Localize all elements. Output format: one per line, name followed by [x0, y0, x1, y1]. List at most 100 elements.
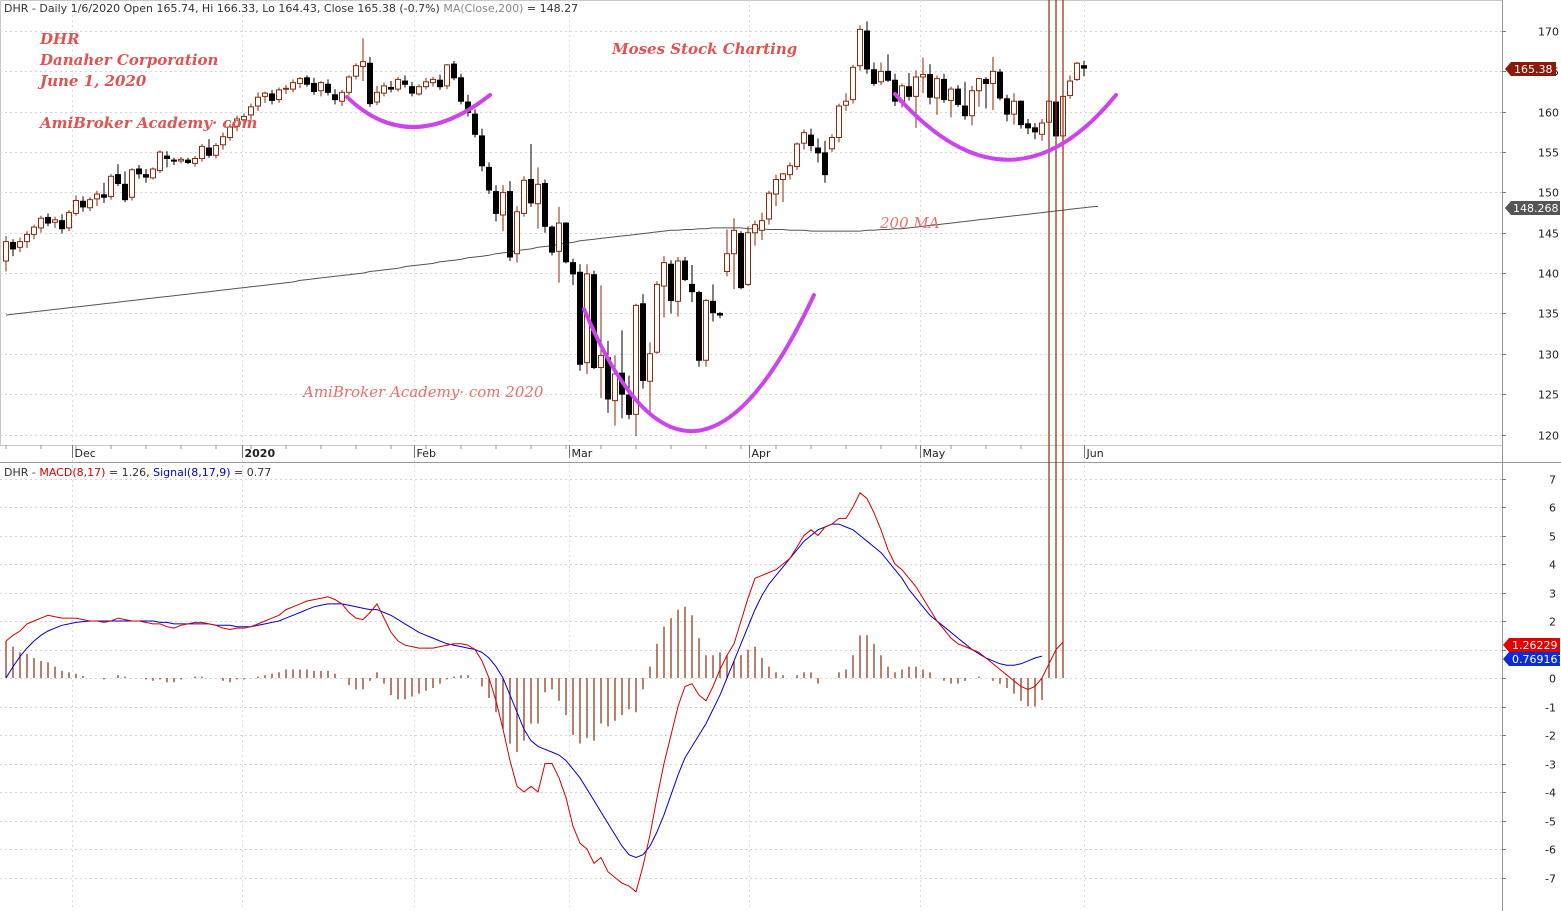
candle-body [451, 63, 457, 79]
candle-body [178, 158, 184, 162]
candle [276, 87, 282, 103]
candle-body [703, 300, 709, 361]
candle [500, 185, 506, 232]
candle-body [290, 82, 296, 90]
month-tick-label: Apr [752, 447, 772, 460]
candle [255, 92, 261, 111]
candle [388, 81, 394, 93]
candle-body [808, 134, 814, 147]
price-tick-label: 170 [1538, 26, 1559, 39]
candle-body [591, 274, 597, 369]
candle [262, 91, 268, 103]
candle-body [871, 69, 877, 84]
candle-body [598, 354, 604, 369]
candle-body [759, 220, 765, 231]
candle [864, 21, 870, 74]
candle-body [115, 174, 121, 185]
candle [59, 214, 65, 234]
candle [997, 68, 1003, 101]
candle-body [374, 91, 380, 103]
candle-body [661, 262, 667, 287]
candle-body [654, 283, 660, 353]
candle-body [304, 77, 310, 85]
candle-body [836, 105, 842, 139]
candle-body [423, 81, 429, 88]
candle-body [367, 62, 373, 105]
candle [836, 103, 842, 143]
candle [661, 256, 667, 318]
candle-body [948, 88, 954, 101]
candle [647, 342, 653, 414]
candle [514, 206, 520, 263]
svg-text:1.26229: 1.26229 [1512, 639, 1558, 652]
candle [199, 143, 205, 162]
macd-last-tag: 1.26229 [1503, 638, 1560, 652]
candle [626, 375, 632, 420]
candle [374, 85, 380, 106]
candle [528, 143, 534, 207]
candle [220, 132, 226, 150]
price-tick-label: 120 [1538, 430, 1559, 443]
svg-text:165.38: 165.38 [1514, 63, 1553, 76]
candle-body [206, 147, 212, 156]
candle-body [668, 263, 674, 302]
candle-body [815, 147, 821, 154]
candle-body [542, 183, 548, 227]
candle [724, 229, 730, 277]
candle-body [388, 86, 394, 90]
candle-body [1067, 80, 1073, 97]
last-price-tag: 165.38 [1505, 62, 1556, 76]
candle [304, 75, 310, 87]
candle [353, 63, 359, 80]
candle [535, 167, 541, 229]
candle [801, 129, 807, 150]
candle [332, 89, 338, 105]
candle-body [297, 78, 303, 84]
candle [759, 212, 765, 241]
candle [409, 81, 415, 97]
candle-body [927, 74, 933, 98]
candle-body [794, 143, 800, 168]
candle [710, 284, 716, 322]
candle [451, 60, 457, 81]
macd-header: DHR - MACD(8,17) = 1.26, Signal(8,17,9) … [4, 466, 271, 479]
candle-body [633, 304, 639, 415]
candle-body [199, 145, 205, 160]
month-tick-label: May [923, 447, 946, 460]
candle [3, 235, 9, 272]
candle [241, 113, 247, 126]
candle-body [675, 260, 681, 302]
candle [675, 256, 681, 317]
cup-bottom-curve [582, 293, 816, 433]
candle [360, 38, 366, 82]
candle [1074, 61, 1080, 82]
candle-body [129, 169, 135, 198]
candle-body [94, 193, 100, 200]
candle [290, 79, 296, 93]
candle [934, 75, 940, 115]
candle [52, 216, 58, 228]
candle [493, 185, 499, 222]
candle [990, 56, 996, 111]
candle [542, 179, 548, 233]
candle [1032, 122, 1038, 140]
price-tick-label: 125 [1538, 389, 1559, 402]
month-tick-label: 2020 [245, 447, 276, 460]
candle [808, 128, 814, 152]
candle [122, 171, 128, 203]
candle-body [752, 224, 758, 234]
candle [654, 281, 660, 354]
candle [521, 176, 527, 217]
candle [297, 76, 303, 89]
candle-body [31, 226, 37, 235]
candle-body [66, 212, 72, 229]
candle [1067, 75, 1073, 99]
candle-body [227, 126, 233, 139]
candle-layer [3, 21, 1087, 437]
candle [717, 311, 723, 319]
macd-tick-label: -4 [1545, 787, 1556, 800]
candle-body [689, 283, 695, 293]
candle [339, 89, 345, 107]
candle-body [164, 155, 170, 160]
candle [878, 62, 884, 86]
